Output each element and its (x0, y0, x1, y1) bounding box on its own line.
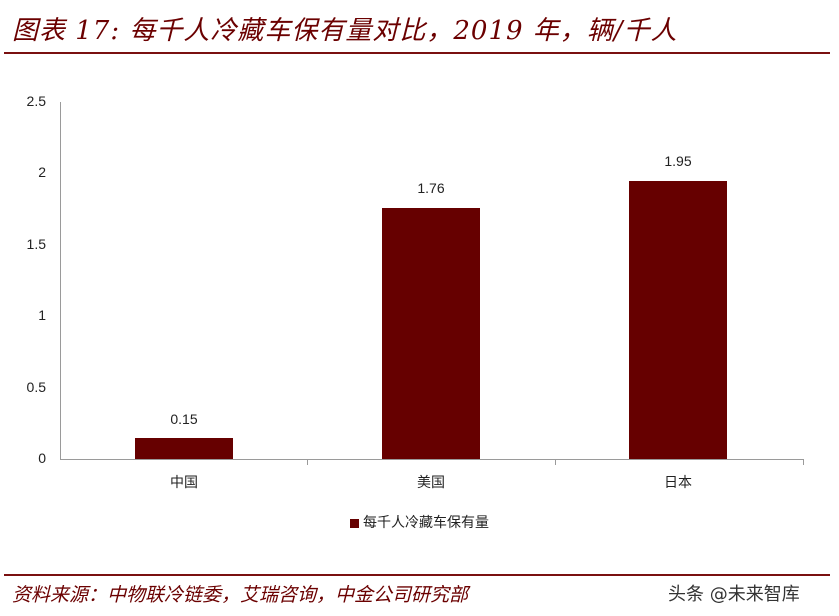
x-category-label: 中国 (170, 475, 198, 491)
y-tick-label: 0 (38, 450, 46, 466)
x-category-label: 日本 (664, 475, 692, 491)
data-label-usa: 1.76 (417, 180, 445, 196)
y-tick-label: 0.5 (26, 379, 46, 395)
watermark: 头条 @未来智库 (668, 584, 800, 605)
x-tick-mark (555, 459, 556, 465)
y-tick-label: 2 (38, 164, 46, 180)
legend-label: 每千人冷藏车保有量 (363, 515, 489, 531)
bar-japan (629, 181, 727, 459)
footer-divider (4, 574, 830, 576)
source-note: 资料来源：中物联冷链委，艾瑞咨询，中金公司研究部 (12, 584, 469, 606)
figure-title: 图表 17: 每千人冷藏车保有量对比，2019 年，辆/千人 (12, 16, 678, 46)
bar-china (135, 438, 233, 459)
title-divider (4, 52, 830, 54)
x-category-label: 美国 (417, 475, 445, 491)
x-tick-mark (803, 459, 804, 465)
data-label-china: 0.15 (170, 411, 198, 427)
legend-swatch-icon (350, 518, 359, 528)
y-tick-label: 1 (38, 307, 46, 323)
data-label-japan: 1.95 (664, 153, 692, 169)
y-tick-label: 2.5 (26, 93, 46, 109)
y-axis (60, 102, 61, 460)
chart-legend: 每千人冷藏车保有量 (0, 512, 839, 532)
x-tick-mark (307, 459, 308, 465)
y-tick-label: 1.5 (26, 236, 46, 252)
bar-usa (382, 208, 480, 459)
x-axis (60, 459, 804, 460)
bar-chart: 2.5 2 1.5 1 0.5 0 0.15 1.76 1.95 中国 美国 日… (0, 93, 839, 532)
